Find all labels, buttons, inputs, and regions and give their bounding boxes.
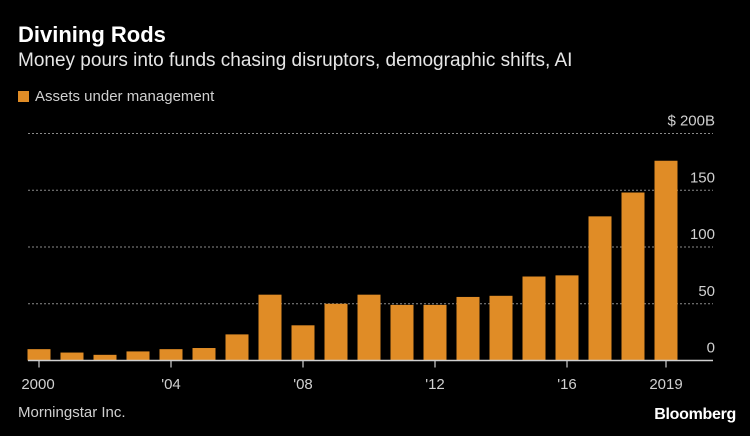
- y-tick-label: 0: [707, 340, 715, 357]
- y-tick-label: 100: [690, 226, 715, 243]
- bar-2010: [357, 294, 381, 361]
- bar-2019: [654, 160, 678, 361]
- bar-2005: [192, 348, 216, 361]
- bar-2008: [291, 325, 315, 361]
- bar-2003: [126, 351, 150, 361]
- bar-2018: [621, 192, 645, 361]
- chart-subtitle: Money pours into funds chasing disruptor…: [18, 50, 573, 71]
- y-tick-label: 50: [698, 283, 715, 300]
- bar-2015: [522, 276, 546, 361]
- bar-2000: [27, 349, 51, 361]
- y-tick-label: 150: [690, 169, 715, 186]
- bar-2016: [555, 275, 579, 361]
- x-tick-label: 2000: [21, 376, 54, 393]
- bar-2017: [588, 216, 612, 361]
- x-tick-label: 2019: [649, 376, 682, 393]
- chart-title: Divining Rods: [18, 22, 166, 47]
- bar-2013: [456, 296, 480, 361]
- legend: Assets under management: [18, 88, 214, 105]
- legend-swatch: [18, 91, 29, 102]
- bar-2004: [159, 349, 183, 361]
- bar-2006: [225, 334, 249, 361]
- bar-2009: [324, 303, 348, 361]
- source-note: Morningstar Inc.: [18, 404, 126, 421]
- bar-2014: [489, 295, 513, 361]
- x-tick-label: '08: [293, 376, 313, 393]
- x-tick-label: '16: [557, 376, 577, 393]
- y-tick-label: $ 200B: [667, 113, 715, 130]
- bar-2001: [60, 352, 84, 361]
- bar-2002: [93, 354, 117, 361]
- x-tick-label: '12: [425, 376, 445, 393]
- x-tick-label: '04: [161, 376, 181, 393]
- bloomberg-logo: Bloomberg: [654, 406, 736, 423]
- legend-label: Assets under management: [35, 88, 215, 105]
- bar-2012: [423, 304, 447, 361]
- bar-2011: [390, 304, 414, 361]
- bar-2007: [258, 294, 282, 361]
